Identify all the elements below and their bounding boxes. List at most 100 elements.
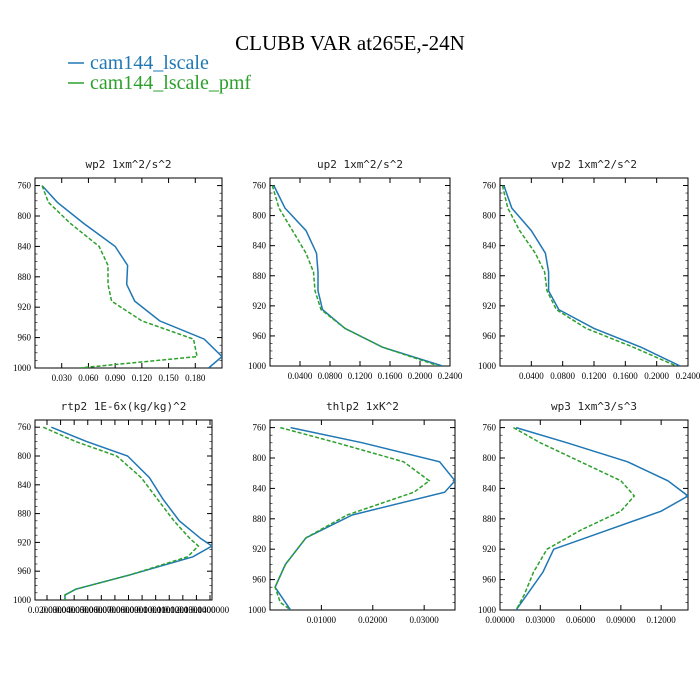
x-tick-label: 0.1200 bbox=[582, 371, 607, 381]
x-tick-label: 0.12000 bbox=[647, 615, 677, 625]
plot-frame bbox=[269, 419, 456, 611]
x-tick-label: 0.180 bbox=[185, 373, 206, 383]
y-tick-label: 760 bbox=[253, 181, 267, 191]
y-tick-label: 960 bbox=[18, 566, 32, 576]
series-line-lscale-pmf bbox=[41, 185, 199, 368]
x-tick-label: 0.2400 bbox=[676, 371, 700, 381]
legend-label-lscale: cam144_lscale bbox=[90, 52, 209, 74]
x-tick-label: 0.03000 bbox=[526, 615, 556, 625]
series-line-lscale bbox=[274, 426, 455, 610]
x-tick-label: 0.0800 bbox=[550, 371, 575, 381]
series-line-lscale-pmf bbox=[513, 426, 636, 610]
y-tick-label: 880 bbox=[18, 272, 32, 282]
x-tick-label: 0.0800000 bbox=[109, 605, 148, 615]
y-tick-label: 920 bbox=[253, 544, 267, 554]
panel-4: rtp2 1E-6x(kg/kg)^2 760 800 840 880 920 960 100… bbox=[13, 400, 230, 615]
plot-frame bbox=[269, 177, 451, 367]
x-tick-label: 0.03000 bbox=[410, 615, 440, 625]
x-tick-label: 0.0400 bbox=[519, 371, 544, 381]
y-tick-label: 880 bbox=[483, 514, 497, 524]
y-tick-label: 760 bbox=[18, 181, 32, 191]
x-tick-label: 0.0500000 bbox=[69, 605, 108, 615]
panel-title: rtp2 1E-6x(kg/kg)^2 bbox=[61, 400, 187, 413]
y-tick-label: 920 bbox=[253, 301, 267, 311]
panel-title: wp3 1xm^3/s^3 bbox=[551, 400, 637, 413]
x-tick-label: 0.1200 bbox=[348, 371, 373, 381]
legend-label-lscale-pmf: cam144_lscale_pmf bbox=[90, 72, 251, 94]
x-tick-label: 0.0900000 bbox=[123, 605, 162, 615]
x-tick-label: 0.030 bbox=[52, 373, 73, 383]
y-tick-label: 800 bbox=[253, 211, 267, 221]
plot-frame bbox=[34, 177, 223, 369]
y-tick-label: 1000 bbox=[478, 605, 497, 615]
y-tick-label: 880 bbox=[483, 271, 497, 281]
x-tick-label: 0.1600 bbox=[378, 371, 403, 381]
x-tick-label: 0.0800 bbox=[318, 371, 343, 381]
series-line-lscale bbox=[515, 426, 688, 610]
x-tick-label: 0.060 bbox=[78, 373, 99, 383]
x-tick-label: 0.1400000 bbox=[191, 605, 230, 615]
plot-frame bbox=[34, 419, 213, 601]
y-tick-label: 960 bbox=[18, 333, 32, 343]
panel-3: vp2 1xm^2/s^2 760 800 840 880 920 960 1000 0.040… bbox=[478, 158, 700, 381]
series-line-lscale-pmf bbox=[271, 185, 440, 366]
y-tick-label: 760 bbox=[483, 181, 497, 191]
x-tick-label: 0.1300000 bbox=[177, 605, 216, 615]
y-tick-label: 880 bbox=[253, 514, 267, 524]
y-tick-label: 920 bbox=[483, 544, 497, 554]
y-tick-label: 1000 bbox=[478, 361, 497, 371]
panel-6: wp3 1xm^3/s^3 760 800 840 880 920 960 10000.000… bbox=[478, 400, 689, 625]
y-tick-label: 920 bbox=[483, 301, 497, 311]
y-tick-label: 960 bbox=[253, 575, 267, 585]
y-tick-label: 1000 bbox=[13, 363, 32, 373]
panel-title: thlp2 1xK^2 bbox=[326, 400, 399, 413]
x-tick-label: 0.0400 bbox=[288, 371, 313, 381]
y-tick-label: 960 bbox=[483, 575, 497, 585]
y-tick-label: 840 bbox=[253, 483, 267, 493]
x-tick-label: 0.1100000 bbox=[150, 605, 188, 615]
y-tick-label: 1000 bbox=[248, 605, 267, 615]
series-line-lscale bbox=[273, 185, 443, 366]
x-tick-label: 0.02000 bbox=[358, 615, 388, 625]
plot-frame bbox=[499, 419, 689, 611]
y-tick-label: 800 bbox=[253, 453, 267, 463]
legend: cam144_lscale cam144_lscale_pmf bbox=[68, 52, 251, 94]
series-line-lscale-pmf bbox=[274, 426, 431, 610]
y-tick-label: 800 bbox=[18, 211, 32, 221]
y-tick-label: 800 bbox=[483, 453, 497, 463]
y-tick-label: 800 bbox=[18, 451, 32, 461]
y-tick-label: 760 bbox=[253, 423, 267, 433]
x-tick-label: 0.150 bbox=[158, 373, 179, 383]
x-tick-label: 0.2000 bbox=[644, 371, 669, 381]
y-tick-label: 1000 bbox=[13, 595, 32, 605]
y-tick-label: 880 bbox=[18, 509, 32, 519]
series-line-lscale bbox=[51, 426, 212, 600]
y-tick-label: 960 bbox=[483, 331, 497, 341]
y-tick-label: 1000 bbox=[248, 361, 267, 371]
panel-5: thlp2 1xK^2 760 800 840 880 920 960 1000 0.01000… bbox=[248, 400, 456, 625]
x-tick-label: 0.0700000 bbox=[96, 605, 135, 615]
y-tick-label: 840 bbox=[483, 241, 497, 251]
plot-frame bbox=[499, 177, 689, 367]
x-tick-label: 0.2400 bbox=[438, 371, 463, 381]
x-tick-label: 0.06000 bbox=[566, 615, 596, 625]
x-tick-label: 0.09000 bbox=[606, 615, 636, 625]
y-tick-label: 840 bbox=[18, 241, 32, 251]
panel-title: wp2 1xm^2/s^2 bbox=[85, 158, 171, 171]
x-tick-label: 0.2000 bbox=[408, 371, 433, 381]
y-tick-label: 880 bbox=[253, 271, 267, 281]
x-tick-label: 0.090 bbox=[105, 373, 126, 383]
series-line-lscale-pmf bbox=[501, 185, 677, 366]
y-tick-label: 960 bbox=[253, 331, 267, 341]
x-tick-label: 0.0600000 bbox=[82, 605, 121, 615]
x-tick-label: 0.0200000 bbox=[28, 605, 67, 615]
x-tick-label: 0.1600 bbox=[613, 371, 638, 381]
x-tick-label: 0.0400000 bbox=[55, 605, 94, 615]
x-tick-label: 0.01000 bbox=[307, 615, 337, 625]
y-tick-label: 840 bbox=[483, 483, 497, 493]
y-tick-label: 920 bbox=[18, 537, 32, 547]
panel-1: wp2 1xm^2/s^2 760 800 840 880 920 960 1000 0.030… bbox=[13, 158, 223, 383]
x-tick-label: 0.1200000 bbox=[164, 605, 203, 615]
figure-title: CLUBB VAR at265E,-24N bbox=[235, 31, 465, 55]
y-tick-label: 760 bbox=[483, 423, 497, 433]
